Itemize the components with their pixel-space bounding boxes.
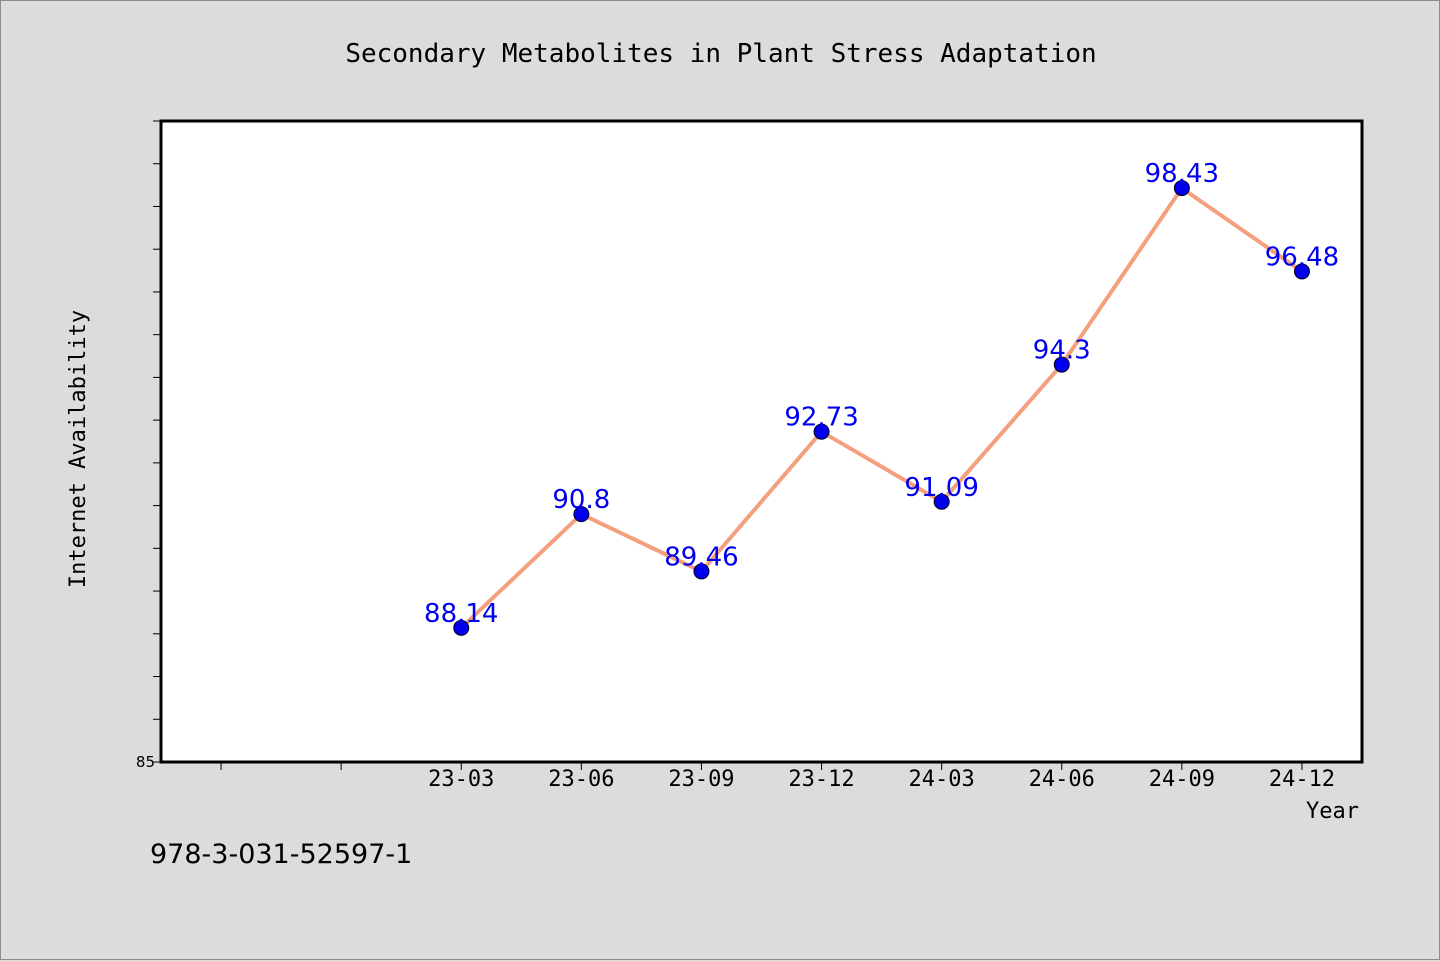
chart-title: Secondary Metabolites in Plant Stress Ad… [345,39,1096,69]
y-axis-label: Internet Availability [66,310,91,588]
y-axis-ticks: 85 [136,120,161,771]
x-tick-label: 23-09 [668,767,734,792]
data-point [1053,356,1070,373]
isbn-footnote: 978-3-031-52597-1 [150,839,412,870]
x-tick-label: 24-03 [909,767,975,792]
data-point [1173,180,1190,197]
x-tick-label: 23-06 [548,767,614,792]
x-tick-label: 23-03 [428,767,494,792]
y-tick-label: 85 [136,753,155,771]
series-layer: 88.14 90.8 89.46 92.73 91.09 94.3 98.43 96.48 [424,159,1339,636]
data-point [1293,263,1310,280]
plot-area [159,119,1364,764]
data-point [573,506,590,523]
data-point [453,619,470,636]
data-label: 92.73 [784,403,858,433]
data-label: 90.8 [552,485,610,515]
series-line [459,186,1304,630]
x-tick-label: 24-06 [1029,767,1095,792]
x-tick-label: 23-12 [788,767,854,792]
x-axis-ticks: 23-03 23-06 23-09 23-12 24-03 24-06 24-09 24-12 [220,762,1335,792]
data-label: 91.09 [904,473,978,503]
data-point [693,563,710,580]
data-point [933,493,950,510]
data-label: 88.14 [424,599,498,629]
data-label: 89.46 [664,542,738,572]
x-axis-label: Year [1306,799,1359,824]
data-point [813,423,830,440]
data-label: 94.3 [1033,336,1091,366]
x-tick-label: 24-12 [1269,767,1335,792]
data-label: 98.43 [1145,159,1219,189]
x-tick-label: 24-09 [1149,767,1215,792]
data-label: 96.48 [1265,242,1339,272]
